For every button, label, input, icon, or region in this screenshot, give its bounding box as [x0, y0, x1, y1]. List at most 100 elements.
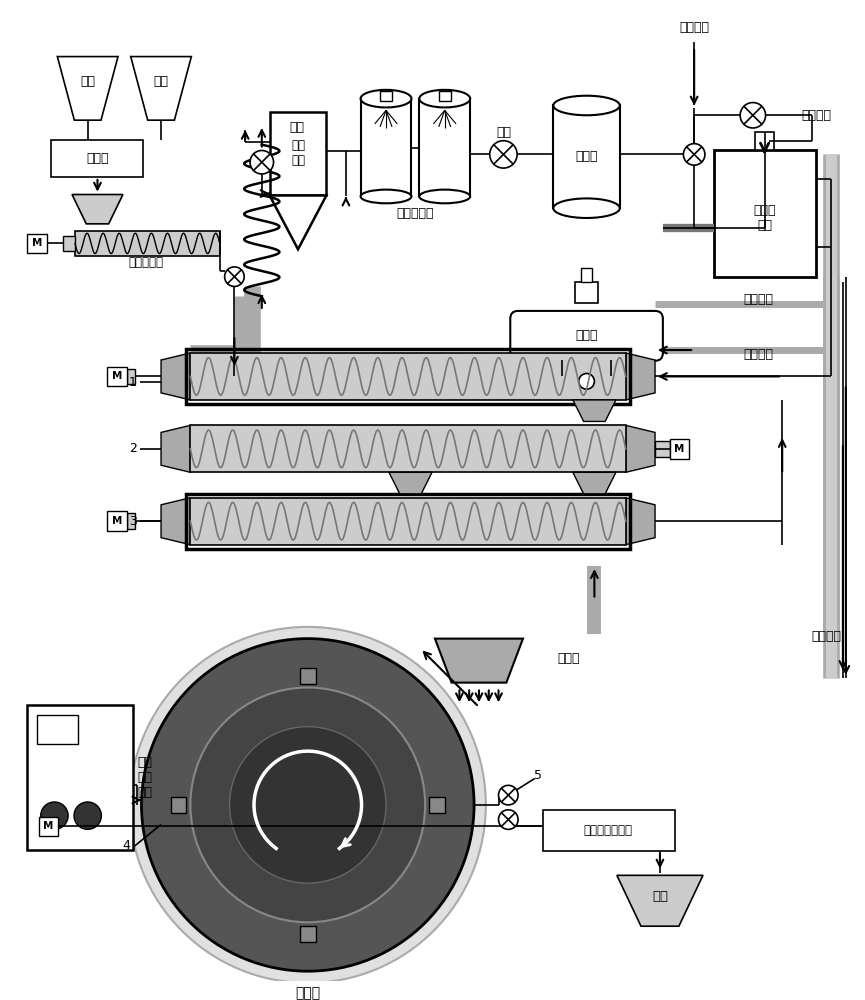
Bar [542, 810, 675, 851]
Bar [50, 140, 144, 177]
Polygon shape [72, 195, 123, 224]
Bar [63, 236, 75, 251]
Polygon shape [131, 57, 191, 120]
Bar [580, 268, 593, 282]
Text: 污泥: 污泥 [80, 75, 95, 88]
Text: 燕盐加
热炉: 燕盐加 热炉 [753, 204, 776, 232]
Bar [170, 797, 187, 813]
Bar [655, 441, 670, 457]
Bar [300, 926, 316, 942]
Text: 风机: 风机 [496, 126, 511, 139]
Circle shape [190, 688, 426, 922]
Ellipse shape [420, 190, 471, 203]
Text: 3: 3 [129, 515, 137, 528]
Bar [187, 349, 630, 404]
Circle shape [41, 802, 68, 829]
Polygon shape [161, 353, 190, 400]
Text: 高温
除尘: 高温 除尘 [291, 139, 305, 167]
Bar [429, 797, 445, 813]
Text: 1: 1 [129, 376, 137, 389]
Bar [187, 494, 630, 549]
Text: 布料器: 布料器 [557, 652, 580, 665]
Text: 助燃风机: 助燃风机 [802, 109, 832, 122]
Text: 油气分离塔: 油气分离塔 [397, 207, 434, 220]
Ellipse shape [420, 90, 471, 107]
Circle shape [225, 267, 244, 286]
Text: 燕盐槽: 燕盐槽 [575, 329, 598, 342]
Circle shape [130, 627, 486, 983]
Text: M: M [675, 444, 685, 454]
Circle shape [579, 374, 594, 389]
Circle shape [142, 639, 474, 971]
Bar [361, 99, 412, 196]
Bar [27, 705, 132, 850]
Bar [300, 668, 316, 684]
Bar [420, 99, 471, 196]
Ellipse shape [361, 90, 412, 107]
Polygon shape [625, 353, 655, 400]
Text: 高温尾气: 高温尾气 [743, 293, 773, 306]
Text: M: M [112, 516, 122, 526]
Text: 微波
控制
系统: 微波 控制 系统 [138, 756, 152, 799]
Bar [75, 231, 220, 256]
Bar [755, 132, 774, 150]
Bar [714, 150, 817, 277]
Bar [270, 112, 326, 195]
Ellipse shape [554, 96, 620, 115]
Text: 4: 4 [123, 839, 131, 852]
Circle shape [250, 150, 273, 174]
Bar [190, 498, 625, 545]
Text: 混合机: 混合机 [86, 152, 109, 165]
Circle shape [490, 141, 517, 168]
Bar [127, 513, 135, 529]
Text: 料仓: 料仓 [652, 890, 668, 903]
Ellipse shape [554, 198, 620, 218]
Bar [670, 439, 689, 459]
Bar [190, 353, 625, 400]
Ellipse shape [361, 190, 412, 203]
Circle shape [74, 802, 101, 829]
Polygon shape [161, 498, 190, 545]
FancyBboxPatch shape [510, 311, 663, 361]
Circle shape [683, 144, 705, 165]
Bar [37, 715, 78, 744]
Bar [190, 425, 625, 472]
Text: 低温尾气: 低温尾气 [743, 348, 773, 361]
Text: 燕盐管道: 燕盐管道 [811, 630, 842, 643]
Polygon shape [435, 639, 523, 683]
Text: 水冷路旋出料机: 水冷路旋出料机 [584, 824, 632, 837]
Text: 2: 2 [129, 442, 137, 455]
Polygon shape [270, 195, 326, 249]
Text: 高炉柴气: 高炉柴气 [679, 21, 709, 34]
Circle shape [229, 727, 386, 883]
Polygon shape [617, 875, 703, 926]
Bar [39, 817, 58, 836]
Text: M: M [32, 238, 42, 248]
Polygon shape [625, 425, 655, 472]
Bar [27, 234, 47, 253]
Text: 石灰: 石灰 [154, 75, 169, 88]
Bar [107, 367, 127, 386]
Text: 转底炉: 转底炉 [295, 986, 320, 1000]
Circle shape [498, 810, 518, 829]
Text: M: M [112, 371, 122, 381]
Text: 5: 5 [534, 769, 541, 782]
Polygon shape [573, 472, 616, 494]
Bar [107, 511, 127, 531]
Circle shape [498, 785, 518, 805]
Bar [439, 91, 451, 101]
Circle shape [740, 103, 766, 128]
Bar [554, 105, 620, 208]
Text: 风机: 风机 [289, 121, 304, 134]
Text: 储气柜: 储气柜 [575, 150, 598, 163]
Polygon shape [573, 400, 616, 421]
Bar [127, 369, 135, 384]
Polygon shape [389, 472, 432, 494]
Polygon shape [161, 425, 190, 472]
Text: 耗旋进料机: 耗旋进料机 [129, 256, 163, 269]
Text: M: M [43, 821, 54, 831]
Bar [575, 282, 599, 303]
Bar [380, 91, 392, 101]
Polygon shape [625, 498, 655, 545]
Polygon shape [57, 57, 118, 120]
